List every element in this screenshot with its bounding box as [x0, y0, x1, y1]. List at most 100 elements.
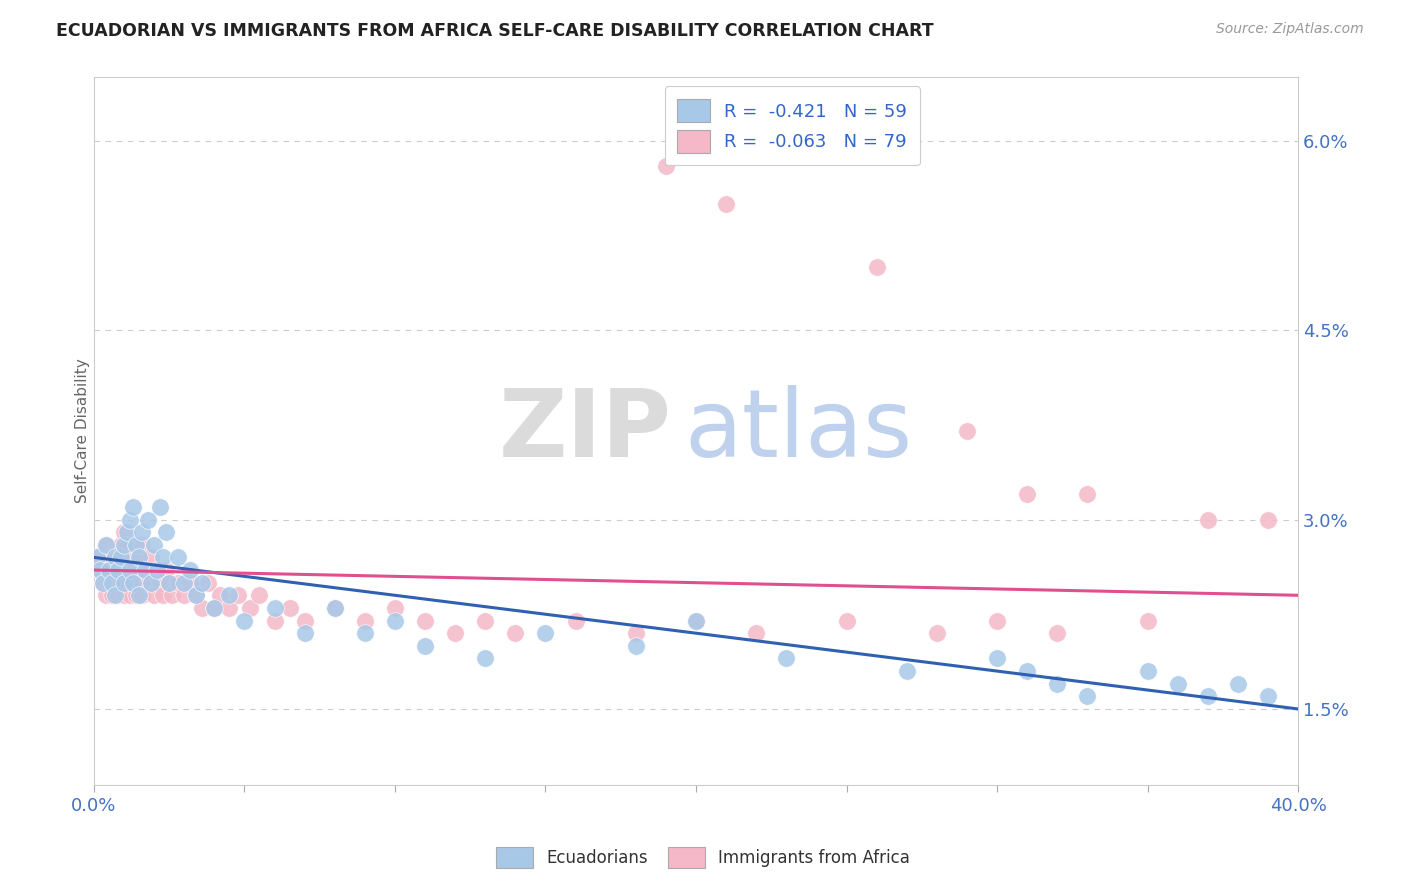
Point [98, 575, 121, 590]
Point [474, 651, 496, 665]
Point [136, 575, 159, 590]
Point [197, 575, 219, 590]
Point [131, 525, 153, 540]
Point [89, 563, 111, 577]
Point [956, 424, 979, 438]
Point [131, 588, 153, 602]
Point [149, 500, 172, 514]
Point [139, 550, 162, 565]
Legend: Ecuadorians, Immigrants from Africa: Ecuadorians, Immigrants from Africa [489, 840, 917, 875]
Point [896, 664, 918, 678]
Point [94, 538, 117, 552]
Point [146, 563, 169, 577]
Point [122, 575, 145, 590]
Point [167, 550, 190, 565]
Point [98, 563, 121, 577]
Point [112, 525, 135, 540]
Point [1046, 626, 1069, 640]
Point [110, 575, 132, 590]
Point [1046, 676, 1069, 690]
Point [233, 614, 256, 628]
Point [228, 588, 250, 602]
Point [128, 550, 150, 565]
Point [173, 588, 195, 602]
Point [112, 538, 135, 552]
Point [122, 563, 145, 577]
Point [149, 575, 172, 590]
Point [139, 575, 162, 590]
Point [354, 626, 377, 640]
Point [91, 575, 114, 590]
Point [160, 588, 183, 602]
Point [278, 601, 301, 615]
Point [98, 563, 121, 577]
Point [128, 550, 150, 565]
Point [624, 639, 647, 653]
Point [136, 512, 159, 526]
Point [155, 525, 177, 540]
Point [118, 588, 141, 602]
Point [107, 563, 129, 577]
Point [1017, 664, 1039, 678]
Point [107, 550, 129, 565]
Point [125, 538, 148, 552]
Point [835, 614, 858, 628]
Point [806, 134, 828, 148]
Point [865, 260, 887, 274]
Point [685, 614, 707, 628]
Point [91, 575, 114, 590]
Point [107, 588, 129, 602]
Point [128, 588, 150, 602]
Point [112, 575, 135, 590]
Point [86, 550, 108, 565]
Point [94, 588, 117, 602]
Point [624, 626, 647, 640]
Point [239, 601, 262, 615]
Point [1076, 487, 1098, 501]
Point [474, 614, 496, 628]
Point [384, 614, 406, 628]
Point [118, 550, 141, 565]
Point [202, 601, 225, 615]
Point [128, 575, 150, 590]
Point [125, 538, 148, 552]
Point [323, 601, 346, 615]
Point [986, 651, 1008, 665]
Point [157, 575, 180, 590]
Point [263, 601, 285, 615]
Point [1076, 690, 1098, 704]
Point [101, 575, 124, 590]
Point [101, 588, 124, 602]
Point [655, 159, 678, 173]
Point [152, 588, 174, 602]
Point [1197, 512, 1219, 526]
Point [110, 550, 132, 565]
Point [1167, 676, 1189, 690]
Point [191, 575, 214, 590]
Point [179, 563, 201, 577]
Point [186, 588, 208, 602]
Point [1136, 664, 1159, 678]
Point [112, 588, 135, 602]
Text: Source: ZipAtlas.com: Source: ZipAtlas.com [1216, 22, 1364, 37]
Point [191, 601, 214, 615]
Point [202, 601, 225, 615]
Point [143, 588, 166, 602]
Point [167, 575, 190, 590]
Point [157, 575, 180, 590]
Point [384, 601, 406, 615]
Point [685, 614, 707, 628]
Point [323, 601, 346, 615]
Point [564, 614, 586, 628]
Y-axis label: Self-Care Disability: Self-Care Disability [76, 359, 90, 503]
Point [125, 588, 148, 602]
Point [249, 588, 271, 602]
Point [143, 538, 166, 552]
Point [86, 550, 108, 565]
Point [110, 538, 132, 552]
Point [104, 588, 127, 602]
Point [104, 550, 127, 565]
Point [1017, 487, 1039, 501]
Point [745, 626, 768, 640]
Point [115, 575, 138, 590]
